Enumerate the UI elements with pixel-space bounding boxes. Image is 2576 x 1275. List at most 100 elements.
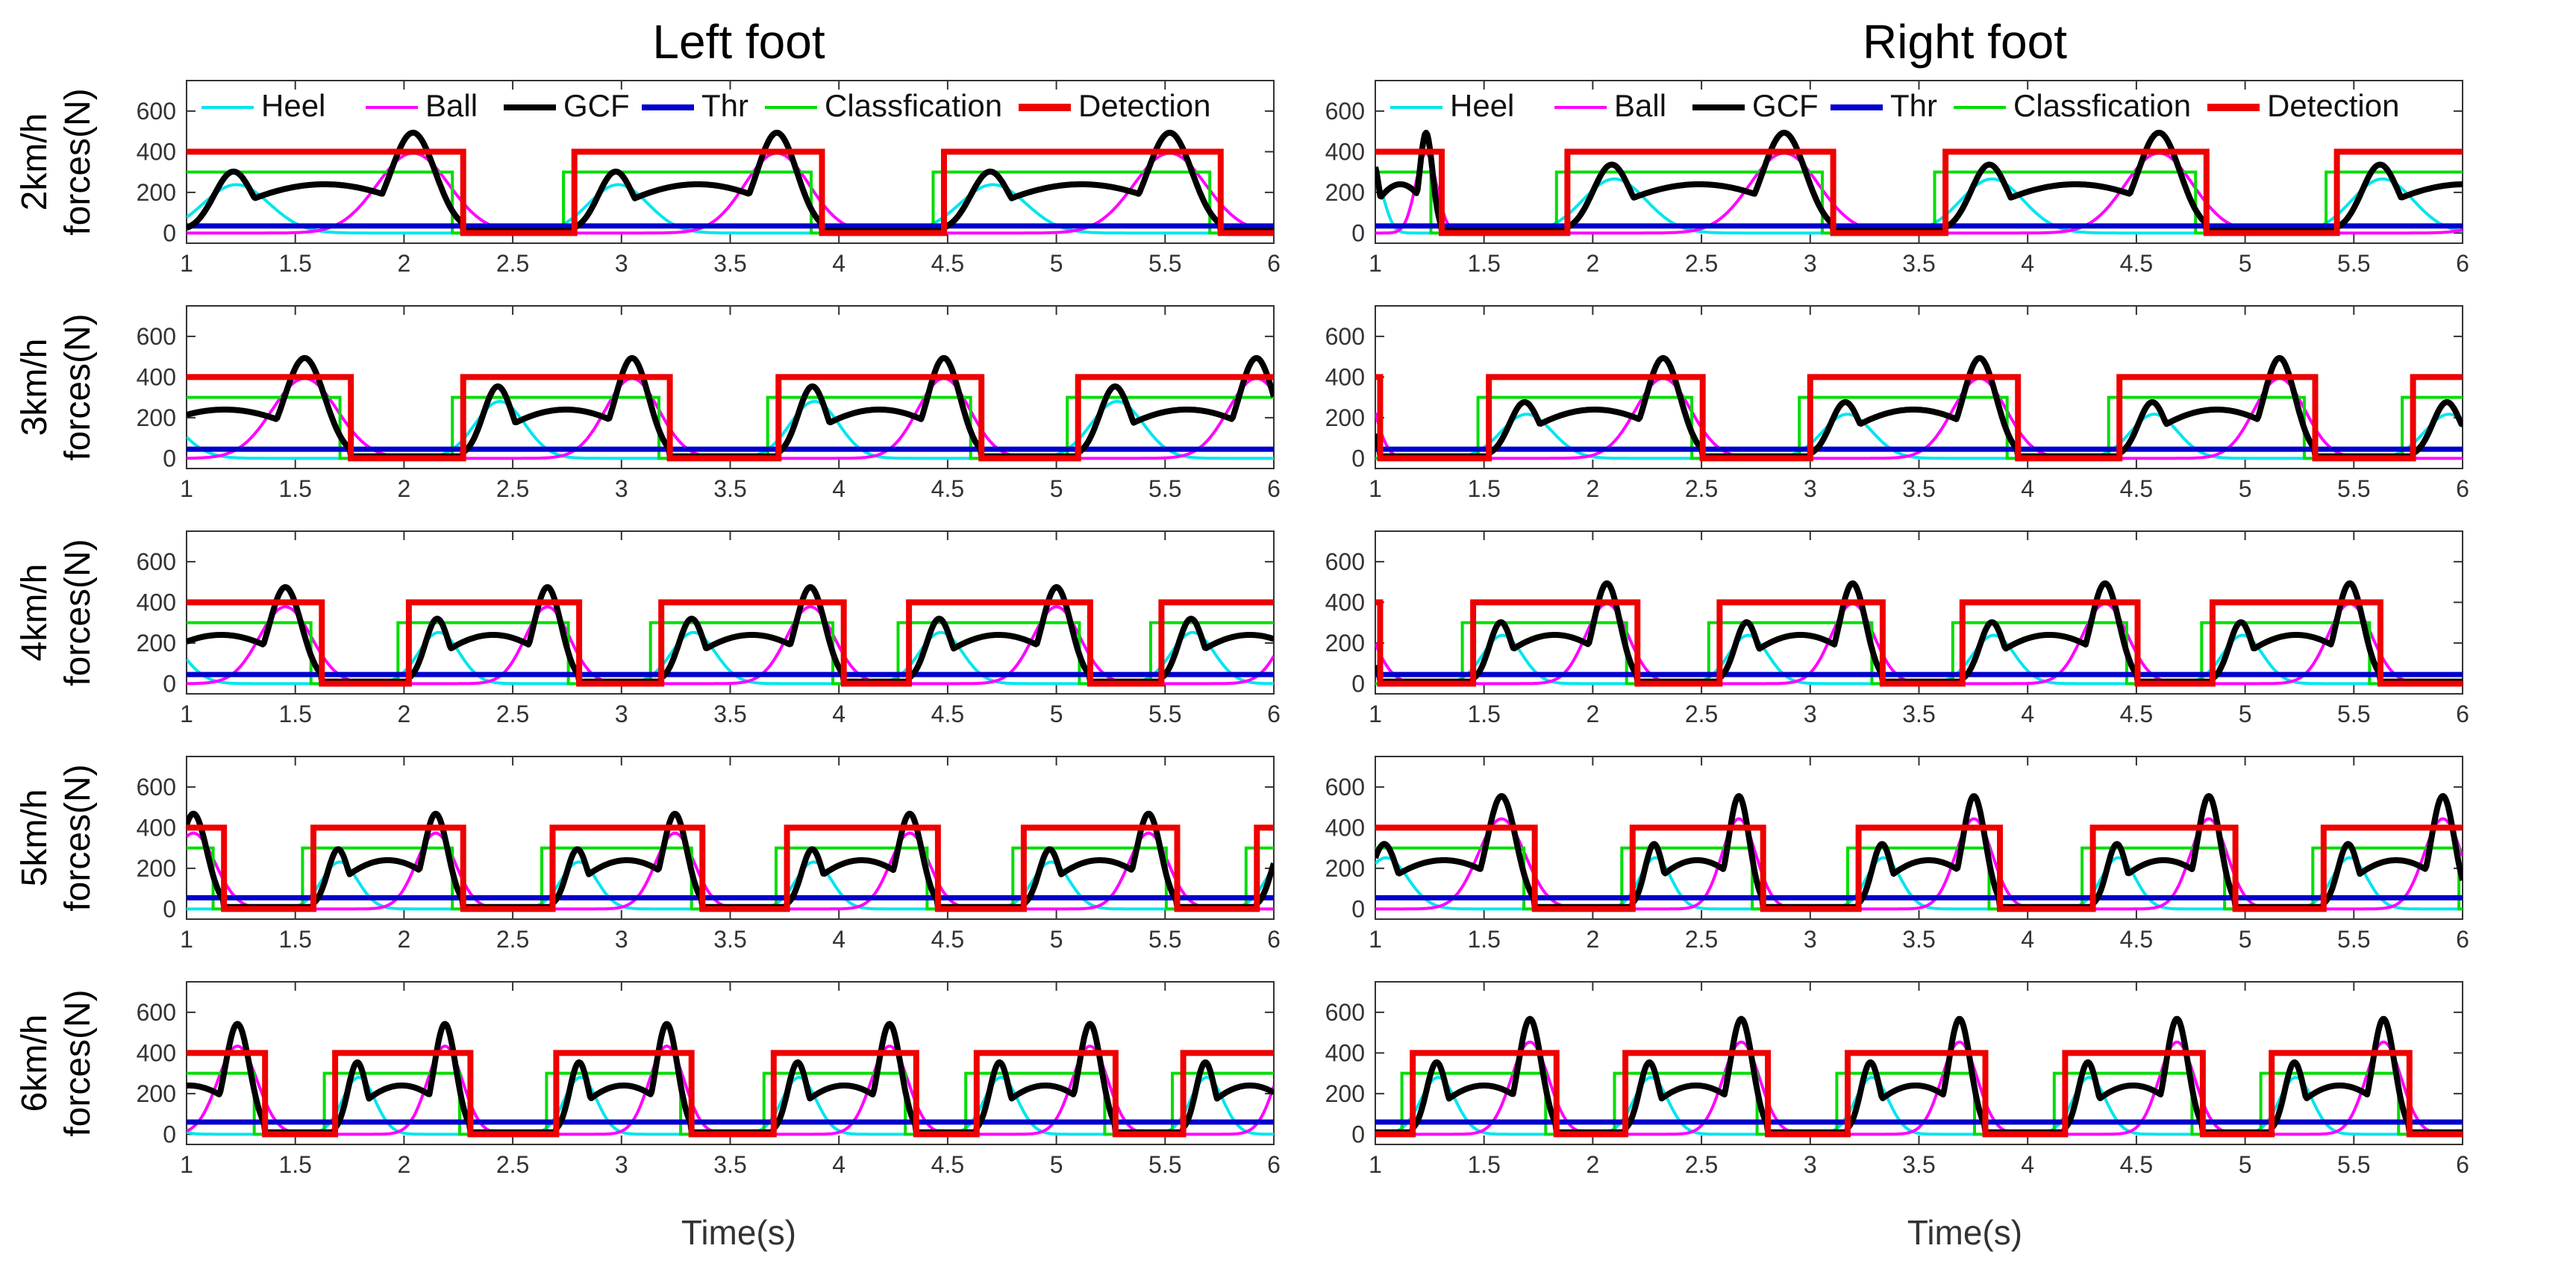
x-tick-label: 3 xyxy=(615,250,628,277)
x-tick-label: 2 xyxy=(398,1151,411,1178)
panel-left-3km-h: 0 200 400 600 1 1.5 2 2.5 3 3.5 4 4.5 5 5.5 6 3km/h forc… xyxy=(15,305,1281,502)
y-tick-label: 200 xyxy=(137,404,176,431)
x-tick-label: 2 xyxy=(398,701,411,727)
y-axis-label: forces(N) xyxy=(58,764,98,911)
y-tick-label: 600 xyxy=(1325,548,1365,575)
x-tick-label: 2 xyxy=(1586,1151,1600,1178)
row-speed-label: 2km/h xyxy=(15,113,54,211)
y-axis-label: forces(N) xyxy=(58,539,98,686)
series-area xyxy=(1375,129,2463,236)
x-tick-label: 5.5 xyxy=(2337,250,2370,277)
detection-series xyxy=(1375,599,2463,687)
x-tick-label: 2 xyxy=(1586,250,1600,277)
gcf-series xyxy=(187,129,1274,234)
y-tick-label: 200 xyxy=(137,630,176,657)
panel-right-5km-h: 0 200 400 600 1 1.5 2 2.5 3 3.5 4 4.5 5 5.5 6 xyxy=(1325,756,2469,953)
x-tick-label: 4.5 xyxy=(931,1151,964,1178)
x-tick-label: 5.5 xyxy=(1148,701,1181,727)
x-tick-label: 5.5 xyxy=(1148,1151,1181,1178)
series-area xyxy=(1375,793,2463,912)
detection-series xyxy=(1375,1050,2463,1138)
legend-label-gcf: GCF xyxy=(563,88,630,123)
y-tick-label: 600 xyxy=(1325,774,1365,801)
y-tick-label: 0 xyxy=(1351,895,1365,922)
x-tick-label: 3.5 xyxy=(713,250,746,277)
x-tick-label: 2.5 xyxy=(496,926,529,953)
plot-frame xyxy=(186,981,1275,1145)
panel-right-2km-h: 0 200 400 600 1 1.5 2 2.5 3 3.5 4 4.5 5 5.5 6 Heel Ball G… xyxy=(1325,80,2469,277)
y-tick-label: 0 xyxy=(163,1121,176,1147)
panel-left-2km-h: 0 200 400 600 1 1.5 2 2.5 3 3.5 4 4.5 5 5.5 6 2km/h forc… xyxy=(15,80,1281,277)
y-tick-label: 600 xyxy=(137,999,176,1026)
x-tick-label: 5 xyxy=(1050,475,1063,502)
series-area xyxy=(1375,580,2463,687)
x-tick-label: 1.5 xyxy=(1467,250,1500,277)
x-tick-label: 5 xyxy=(2239,1151,2252,1178)
series-area xyxy=(1375,354,2463,462)
x-tick-label: 3 xyxy=(1804,701,1817,727)
x-tick-label: 5 xyxy=(1050,701,1063,727)
x-tick-label: 3 xyxy=(615,1151,628,1178)
detection-series xyxy=(1375,374,2463,462)
y-tick-label: 0 xyxy=(163,219,176,246)
x-tick-label: 4 xyxy=(832,475,845,502)
plot-frame xyxy=(1375,530,2463,695)
legend-label-thr: Thr xyxy=(1890,88,1937,123)
x-tick-label: 1.5 xyxy=(1467,475,1500,502)
x-tick-label: 4.5 xyxy=(931,250,964,277)
x-tick-label: 2.5 xyxy=(1685,701,1718,727)
x-tick-label: 6 xyxy=(2456,1151,2469,1178)
x-tick-label: 1 xyxy=(180,701,193,727)
x-tick-label: 6 xyxy=(2456,701,2469,727)
y-tick-label: 400 xyxy=(137,814,176,841)
x-tick-label: 3.5 xyxy=(713,701,746,727)
x-tick-label: 4 xyxy=(832,1151,845,1178)
x-tick-label: 4 xyxy=(832,250,845,277)
x-tick-label: 2.5 xyxy=(496,475,529,502)
legend-label-detection: Detection xyxy=(1078,88,1210,123)
y-tick-label: 200 xyxy=(1325,179,1365,206)
x-tick-label: 3.5 xyxy=(1902,250,1935,277)
x-tick-label: 5.5 xyxy=(1148,250,1181,277)
plot-frame xyxy=(186,305,1275,469)
legend-label-classfication: Classfication xyxy=(825,88,1002,123)
x-tick-label: 2.5 xyxy=(496,250,529,277)
x-tick-label: 3 xyxy=(1804,475,1817,502)
x-tick-label: 6 xyxy=(2456,475,2469,502)
x-tick-label: 5 xyxy=(2239,701,2252,727)
y-tick-label: 0 xyxy=(1351,670,1365,697)
x-tick-label: 1 xyxy=(1369,250,1382,277)
x-tick-label: 1.5 xyxy=(1467,1151,1500,1178)
y-tick-label: 400 xyxy=(1325,814,1365,841)
x-tick-label: 2.5 xyxy=(1685,250,1718,277)
x-tick-label: 3 xyxy=(615,926,628,953)
x-tick-label: 5.5 xyxy=(2337,701,2370,727)
legend-label-gcf: GCF xyxy=(1752,88,1819,123)
x-tick-label: 3.5 xyxy=(713,926,746,953)
x-tick-label: 5 xyxy=(2239,250,2252,277)
x-tick-label: 1 xyxy=(180,926,193,953)
x-tick-label: 4.5 xyxy=(931,475,964,502)
x-tick-label: 3.5 xyxy=(1902,926,1935,953)
y-tick-label: 200 xyxy=(137,179,176,206)
x-tick-label: 1.5 xyxy=(1467,701,1500,727)
x-tick-label: 3.5 xyxy=(713,1151,746,1178)
detection-series xyxy=(1375,148,2463,236)
x-tick-label: 4 xyxy=(2021,475,2034,502)
left-foot-title: Left foot xyxy=(652,15,825,69)
x-tick-label: 4 xyxy=(832,926,845,953)
series-area xyxy=(187,583,1274,687)
x-tick-label: 1 xyxy=(1369,475,1382,502)
panel-right-4km-h: 0 200 400 600 1 1.5 2 2.5 3 3.5 4 4.5 5 5.5 6 xyxy=(1325,530,2469,727)
series-area xyxy=(187,129,1274,236)
x-tick-label: 5.5 xyxy=(2337,1151,2370,1178)
x-tick-label: 6 xyxy=(1267,1151,1281,1178)
y-tick-label: 0 xyxy=(163,445,176,472)
x-tick-label: 4.5 xyxy=(2120,250,2153,277)
y-tick-label: 600 xyxy=(137,98,176,125)
y-tick-label: 200 xyxy=(1325,855,1365,882)
plot-frame xyxy=(186,756,1275,920)
x-tick-label: 4.5 xyxy=(2120,926,2153,953)
row-speed-label: 5km/h xyxy=(15,789,54,887)
